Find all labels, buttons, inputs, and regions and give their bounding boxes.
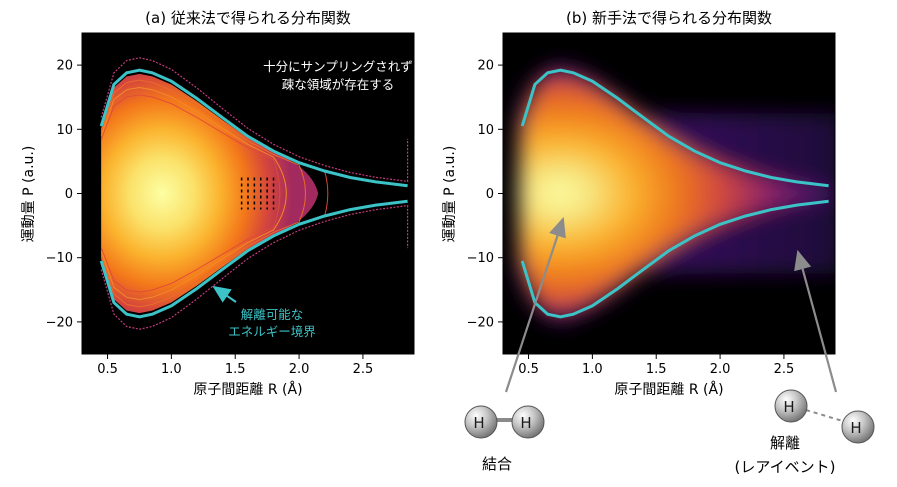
panel-b-boundary-upper: [520, 68, 829, 188]
panel-a-xlabel: 原子間距離 R (Å): [193, 381, 302, 398]
panel-a: (a) 従来法で得られる分布関数 0.5 1.0 1.5 2.0 2.5 20 10 0 −10…: [21, 9, 415, 398]
panel-a-density-region: [101, 73, 319, 314]
atom-label: H: [473, 414, 484, 432]
x-tick-label: 0.5: [97, 362, 118, 377]
panel-a-boundary-upper: [99, 68, 408, 188]
panel-b-boundary-lower: [520, 199, 829, 319]
panel-b-density-region: [520, 76, 835, 311]
atom-label: H: [850, 419, 861, 437]
x-tick-label: 1.5: [646, 362, 667, 377]
x-tick-label: 1.5: [225, 362, 246, 377]
x-tick-label: 2.5: [353, 362, 374, 377]
panel-b-xlabel: 原子間距離 R (Å): [614, 381, 723, 398]
hydrogen-atom-icon: H: [841, 410, 875, 444]
contour-ring: [100, 79, 306, 308]
x-tick-label: 0.5: [518, 362, 539, 377]
panel-a-title: (a) 従来法で得られる分布関数: [145, 9, 351, 27]
hydrogen-atom-icon: H: [774, 389, 808, 423]
y-tick-label: −10: [46, 251, 73, 266]
panel-a-ylabel: 運動量 P (a.u.): [21, 146, 37, 243]
dissociated-molecule: H H: [774, 389, 875, 444]
dissociated-caption-line1: 解離: [770, 434, 800, 452]
dissociated-arrow: [794, 249, 838, 393]
boundary-note-line1: 解離可能な: [241, 307, 304, 322]
y-tick-label: −20: [467, 315, 494, 330]
panel-b-title: (b) 新手法で得られる分布関数: [566, 9, 772, 27]
panel-b: (b) 新手法で得られる分布関数 0.5 1.0 1.5 2.0 2.5 20 10 0 −10…: [442, 9, 836, 398]
y-tick-label: 10: [477, 123, 494, 138]
hydrogen-atom-icon: H: [511, 405, 545, 439]
y-tick-label: 0: [65, 187, 73, 202]
contour-ring: [100, 57, 409, 330]
y-tick-label: 0: [486, 187, 494, 202]
hydrogen-atom-icon: H: [464, 405, 498, 439]
contour-ring: [100, 94, 281, 293]
bonded-molecule: H H: [464, 405, 545, 439]
x-tick-label: 1.0: [161, 362, 182, 377]
sparse-note-line2: 疎な領域が存在する: [282, 77, 395, 92]
dissociated-caption-line2: (レアイベント): [735, 458, 836, 476]
y-tick-label: 20: [477, 59, 494, 74]
x-tick-label: 1.0: [582, 362, 603, 377]
panel-a-ticks: 0.5 1.0 1.5 2.0 2.5 20 10 0 −10 −20: [46, 59, 374, 377]
atom-label: H: [520, 414, 531, 432]
y-tick-label: −20: [46, 315, 73, 330]
panel-b-ticks: 0.5 1.0 1.5 2.0 2.5 20 10 0 −10 −20: [467, 59, 795, 377]
atom-label: H: [783, 398, 794, 416]
sparse-note-line1: 十分にサンプリングされず: [263, 59, 413, 74]
bonded-caption: 結合: [482, 455, 512, 473]
panel-b-ylabel: 運動量 P (a.u.): [442, 146, 458, 243]
x-tick-label: 2.5: [774, 362, 795, 377]
x-tick-label: 2.0: [710, 362, 731, 377]
y-tick-label: −10: [467, 251, 494, 266]
boundary-arrow: [212, 285, 237, 303]
panel-a-boundary-lower: [99, 199, 408, 319]
y-tick-label: 10: [56, 123, 73, 138]
boundary-note-line2: エネルギー境界: [228, 324, 316, 339]
contour-ring: [100, 86, 287, 301]
bonded-arrow: [504, 216, 566, 393]
y-tick-label: 20: [56, 59, 73, 74]
x-tick-label: 2.0: [289, 362, 310, 377]
